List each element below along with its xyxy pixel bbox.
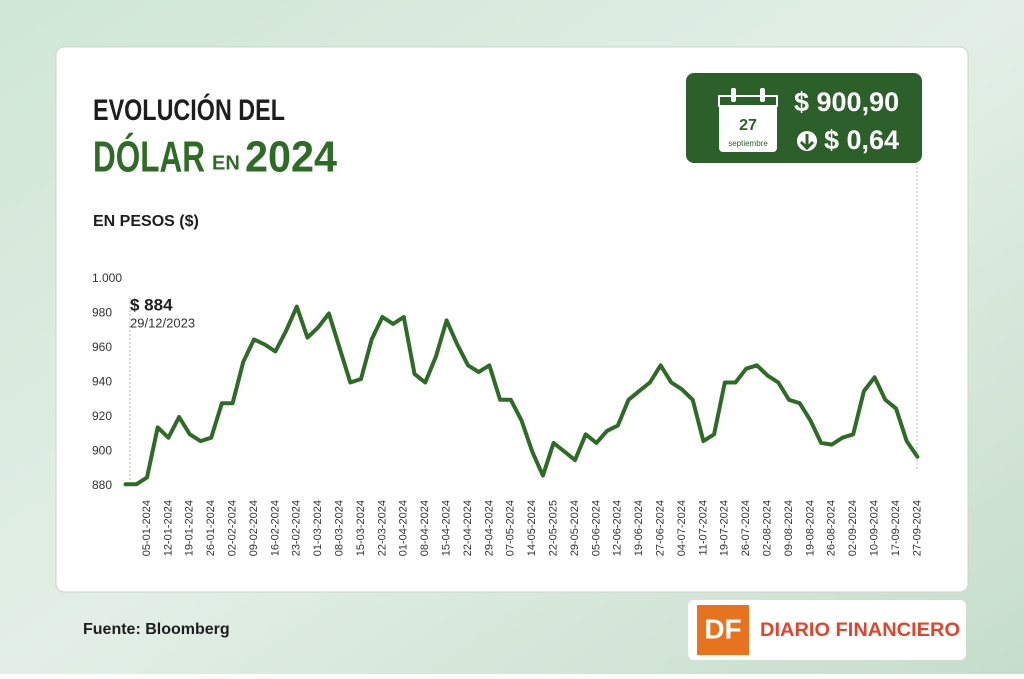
x-tick-label: 02-09-2024: [847, 500, 859, 556]
x-tick-label: 08-03-2024: [334, 500, 346, 556]
x-tick-label: 14-05-2024: [526, 500, 538, 556]
y-tick-label: 960: [92, 340, 112, 354]
x-tick-label: 29-04-2024: [483, 500, 495, 556]
annotation-value: $ 884: [130, 295, 173, 314]
x-tick-label: 23-02-2024: [291, 500, 303, 556]
badge-change: $ 0,64: [824, 125, 899, 155]
x-tick-label: 10-09-2024: [869, 500, 881, 556]
x-tick-label: 11-07-2024: [697, 500, 709, 555]
title-dolar: DÓLAR: [93, 132, 205, 182]
card: [55, 46, 969, 593]
x-tick-label: 09-08-2024: [783, 500, 795, 556]
x-tick-label: 02-08-2024: [762, 500, 774, 556]
source: Fuente: Bloomberg: [83, 621, 230, 638]
x-tick-label: 27-06-2024: [655, 500, 667, 556]
x-tick-label: 09-02-2024: [248, 500, 260, 556]
logo-mark-box: [697, 605, 749, 655]
calendar-top: [718, 95, 778, 107]
x-tick-label: 22-05-2025: [548, 500, 560, 556]
badge-day: 27: [739, 117, 757, 134]
x-tick-label: 26-01-2024: [205, 500, 217, 556]
y-tick-label: 980: [92, 306, 112, 320]
title-year: 2024: [245, 133, 337, 182]
title-en: EN: [212, 152, 240, 174]
x-tick-label: 19-01-2024: [184, 500, 196, 556]
x-tick-label: 04-07-2024: [676, 500, 688, 556]
x-tick-label: 27-09-2024: [911, 500, 923, 556]
x-tick-label: 19-07-2024: [719, 500, 731, 556]
logo-name: DIARIO FINANCIERO: [760, 620, 960, 641]
logo-mark: DF: [704, 613, 741, 644]
x-tick-label: 17-09-2024: [890, 500, 902, 556]
x-tick-label: 05-01-2024: [141, 500, 153, 556]
logo-box: [688, 600, 966, 660]
x-tick-label: 08-04-2024: [419, 500, 431, 556]
x-tick-label: 02-02-2024: [227, 500, 239, 556]
x-tick-label: 22-04-2024: [462, 500, 474, 556]
x-tick-label: 19-06-2024: [633, 500, 645, 556]
x-tick-label: 22-03-2024: [376, 500, 388, 556]
subtitle: EN PESOS ($): [93, 213, 199, 230]
y-tick-label: 900: [92, 444, 112, 458]
x-tick-label: 16-02-2024: [269, 500, 281, 556]
y-tick-label: 1.000: [92, 271, 122, 285]
calendar-ring: [731, 88, 736, 102]
x-tick-label: 07-05-2024: [505, 500, 517, 556]
x-tick-label: 26-07-2024: [740, 500, 752, 556]
title: EVOLUCIÓN DEL: [93, 93, 285, 127]
x-tick-label: 26-08-2024: [826, 500, 838, 556]
x-tick-label: 19-08-2024: [804, 500, 816, 556]
y-tick-label: 920: [92, 409, 112, 423]
x-tick-label: 12-01-2024: [162, 500, 174, 556]
x-tick-label: 01-03-2024: [312, 500, 324, 556]
x-tick-label: 12-06-2024: [612, 500, 624, 556]
y-tick-label: 940: [92, 375, 112, 389]
badge-month: septiembre: [728, 139, 768, 148]
calendar-icon: [719, 96, 777, 152]
badge-price: $ 900,90: [794, 87, 899, 117]
x-tick-label: 05-06-2024: [590, 500, 602, 556]
annotation-date: 29/12/2023: [130, 315, 195, 330]
x-tick-label: 15-04-2024: [441, 500, 453, 556]
down-arrow: [799, 134, 815, 151]
y-tick-label: 880: [92, 478, 112, 492]
x-tick-label: 29-05-2024: [569, 500, 581, 556]
price-line: [123, 304, 920, 487]
x-tick-label: 15-03-2024: [355, 500, 367, 556]
calendar-ring: [760, 88, 765, 102]
x-tick-label: 01-04-2024: [398, 500, 410, 556]
